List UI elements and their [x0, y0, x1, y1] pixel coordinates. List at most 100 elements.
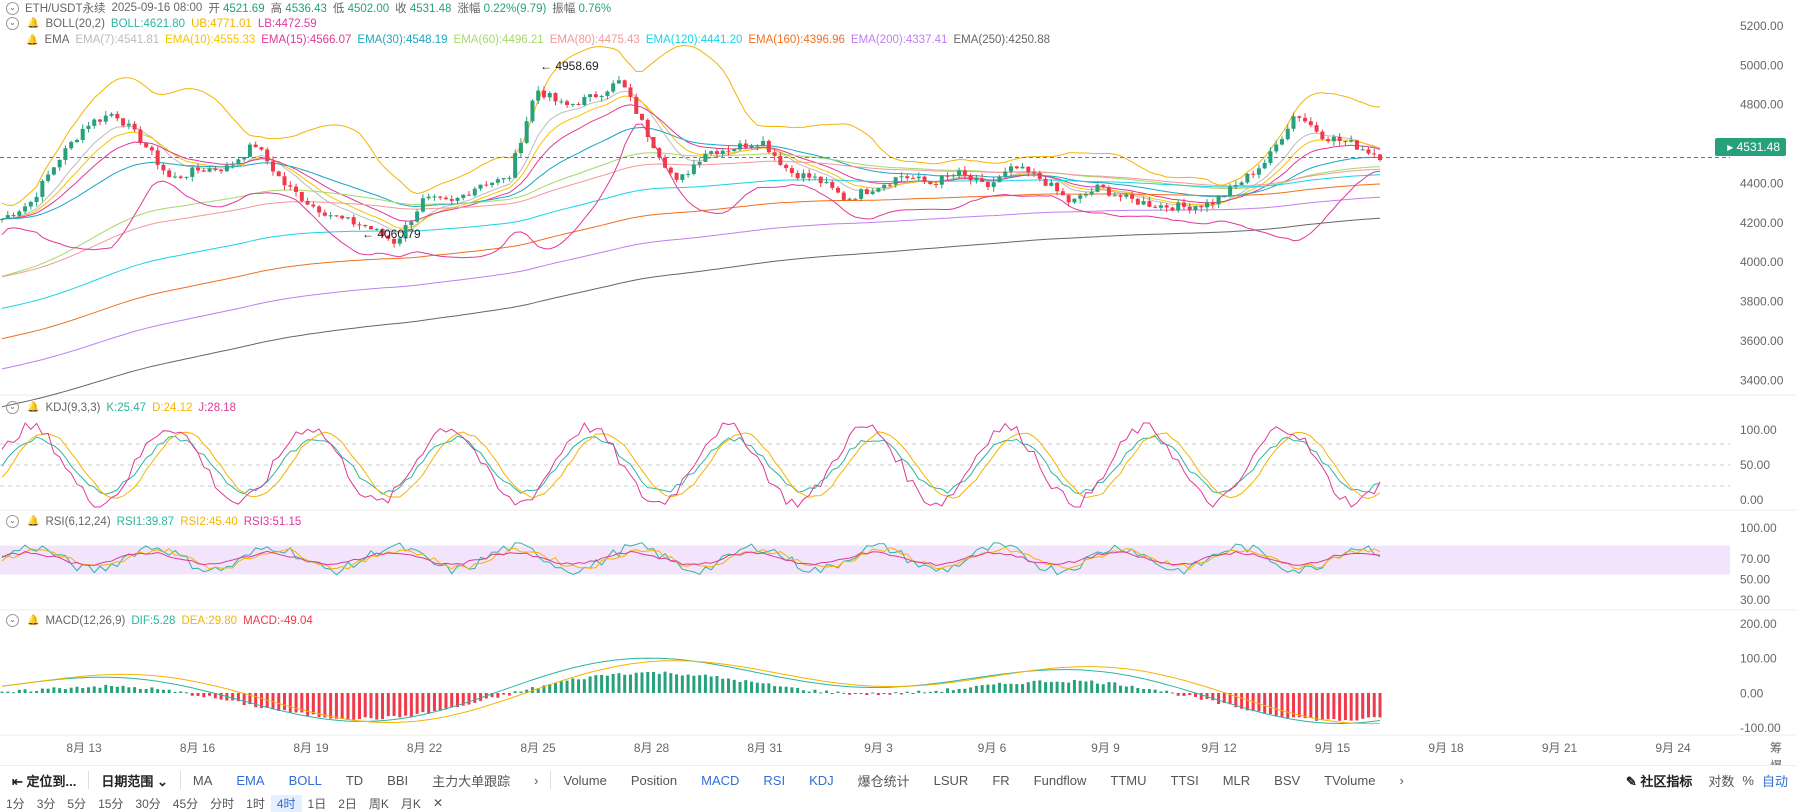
locate-button[interactable]: ⇤ 定位到... [12, 773, 77, 789]
macd-bar [588, 676, 592, 693]
indicator-ttsi[interactable]: TTSI [1170, 772, 1199, 788]
indicator-volume[interactable]: Volume [563, 772, 607, 788]
macd-bar [375, 693, 379, 720]
interval-10[interactable]: 2日 [338, 796, 357, 811]
indicator-lsur[interactable]: LSUR [933, 772, 969, 788]
macd-bar [928, 691, 932, 693]
candle-body [1181, 202, 1186, 207]
price-tick-label: 4800.00 [1740, 98, 1784, 112]
indicator-rsi[interactable]: RSI [763, 772, 786, 788]
indicator-tvolume[interactable]: TVolume [1324, 772, 1376, 788]
macd-bar [392, 693, 396, 716]
rsi-2: RSI2:45.40 [180, 515, 238, 528]
interval-6[interactable]: 分时 [210, 796, 235, 811]
macd-bar [1205, 693, 1209, 700]
community-indicator-button[interactable]: ✎ 社区指标 [1625, 773, 1693, 789]
collapse-icon[interactable]: ⌄ [6, 614, 19, 627]
x-tick-label: 8月 25 [520, 741, 556, 755]
indicator-ma[interactable]: MA [192, 772, 213, 788]
candle-body [392, 238, 397, 244]
indicator-position[interactable]: Position [630, 772, 678, 788]
candle-body [495, 179, 500, 183]
bell-icon[interactable]: 🔔 [27, 402, 40, 413]
candle-body [5, 215, 10, 219]
bell-icon[interactable]: 🔔 [27, 516, 40, 527]
kdj-tick-label: 100.00 [1740, 423, 1777, 437]
date-range-button[interactable]: 日期范围 ⌄ [101, 773, 168, 789]
interval-7[interactable]: 1时 [246, 796, 265, 811]
indicator-主力大单跟踪[interactable]: 主力大单跟踪 [432, 773, 511, 789]
indicator-kdj[interactable]: KDJ [809, 772, 834, 788]
chart-canvas[interactable]: 5200.005000.004800.004600.004400.004200.… [0, 0, 1796, 765]
interval-9[interactable]: 1日 [307, 796, 327, 811]
interval-13[interactable]: ✕ [432, 796, 443, 810]
macd-bar [726, 678, 730, 693]
interval-3[interactable]: 15分 [98, 796, 124, 811]
collapse-icon[interactable]: ⌄ [6, 515, 19, 528]
interval-8[interactable]: 4时 [270, 794, 302, 812]
macd-bar [1268, 693, 1272, 715]
indicator-爆仓统计[interactable]: 爆仓统计 [857, 773, 910, 789]
macd-bar [179, 691, 183, 693]
interval-12[interactable]: 月K [400, 796, 421, 811]
macd-value: MACD:-49.04 [243, 614, 313, 627]
indicator-boll[interactable]: BOLL [288, 772, 322, 788]
macd-bar [1153, 689, 1157, 693]
indicator-ttmu[interactable]: TTMU [1110, 772, 1147, 788]
ema-name: EMA [44, 34, 70, 46]
bell-icon[interactable]: 🔔 [27, 18, 40, 29]
interval-5[interactable]: 45分 [172, 796, 199, 811]
price-tick-label: 5000.00 [1740, 58, 1784, 72]
macd-bar [1193, 693, 1197, 697]
candle-body [755, 145, 760, 147]
indicator-bsv[interactable]: BSV [1274, 772, 1301, 788]
macd-bar [346, 693, 350, 720]
candle-body [1101, 184, 1106, 188]
indicator-td[interactable]: TD [345, 772, 364, 788]
auto-toggle[interactable]: 自动 [1761, 773, 1788, 789]
macd-bar [29, 691, 33, 693]
candle-body [628, 87, 633, 97]
indicator-macd[interactable]: MACD [701, 772, 740, 788]
collapse-icon[interactable]: ⌄ [6, 1, 19, 15]
candle-body [801, 173, 806, 179]
interval-11[interactable]: 周K [368, 796, 389, 811]
macd-bar [824, 690, 828, 693]
boll-lb: LB:4472.59 [257, 17, 317, 30]
indicator-bbi[interactable]: BBI [387, 772, 409, 788]
candle-body [1331, 136, 1336, 142]
macd-bar [761, 683, 765, 693]
chevron-right-icon[interactable]: › [534, 772, 539, 788]
ema-line-30 [1, 126, 1381, 220]
candle-body [1095, 184, 1100, 192]
close-value: 4531.48 [409, 3, 452, 15]
candle-body [1274, 144, 1279, 152]
log-toggle[interactable]: 对数 [1708, 773, 1735, 789]
interval-1[interactable]: 3分 [36, 796, 56, 811]
macd-bar [577, 679, 581, 693]
macd-bar [156, 689, 160, 693]
percent-toggle[interactable]: % [1742, 772, 1754, 788]
indicator-fr[interactable]: FR [992, 772, 1010, 788]
interval-0[interactable]: 1分 [6, 796, 25, 811]
indicator-ema[interactable]: EMA [236, 772, 265, 788]
macd-bar [923, 692, 927, 694]
bell-icon[interactable]: 🔔 [27, 615, 40, 626]
macd-bar [980, 685, 984, 693]
macd-bar [161, 689, 165, 693]
macd-bar [617, 673, 621, 693]
bell-icon[interactable]: 🔔 [26, 34, 39, 46]
interval-4[interactable]: 30分 [135, 796, 161, 811]
indicator-mlr[interactable]: MLR [1222, 772, 1251, 788]
candle-body [1349, 140, 1354, 142]
interval-2[interactable]: 5分 [67, 796, 87, 811]
candle-body [213, 168, 218, 170]
macd-bar [0, 691, 4, 693]
chevron-right-icon[interactable]: › [1399, 772, 1404, 788]
collapse-icon[interactable]: ⌄ [6, 17, 19, 30]
collapse-icon[interactable]: ⌄ [6, 401, 19, 414]
candle-body [340, 215, 345, 219]
candle-body [132, 123, 137, 130]
indicator-fundflow[interactable]: Fundflow [1033, 772, 1087, 788]
candle-body [1153, 206, 1158, 208]
